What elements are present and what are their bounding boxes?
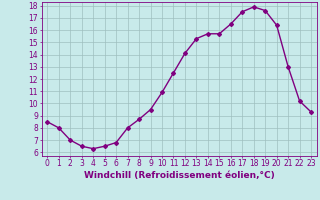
X-axis label: Windchill (Refroidissement éolien,°C): Windchill (Refroidissement éolien,°C) [84, 171, 275, 180]
